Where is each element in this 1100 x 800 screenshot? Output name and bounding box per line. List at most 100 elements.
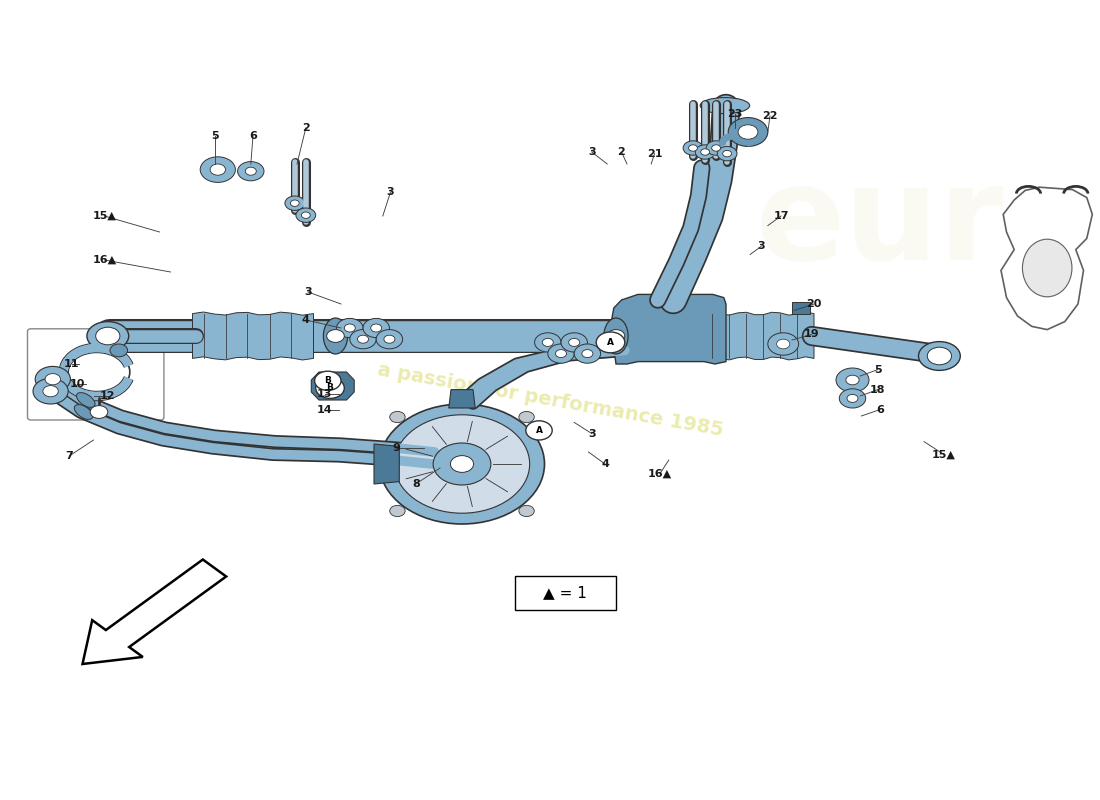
Ellipse shape <box>75 405 92 419</box>
Text: 15▲: 15▲ <box>92 211 117 221</box>
Circle shape <box>389 411 405 422</box>
Text: 17: 17 <box>773 211 789 221</box>
Text: 3: 3 <box>758 242 764 251</box>
Text: 7: 7 <box>65 451 74 461</box>
Circle shape <box>379 404 544 524</box>
Circle shape <box>574 344 601 363</box>
Polygon shape <box>612 294 726 364</box>
Text: 2: 2 <box>617 147 626 157</box>
Text: 20: 20 <box>806 299 822 309</box>
Ellipse shape <box>604 318 628 354</box>
Circle shape <box>728 118 768 146</box>
Circle shape <box>519 411 535 422</box>
Polygon shape <box>192 312 314 360</box>
Text: B: B <box>327 383 333 393</box>
Circle shape <box>358 335 368 343</box>
Text: 2: 2 <box>301 123 310 133</box>
Text: 18: 18 <box>870 385 886 394</box>
Text: 22: 22 <box>762 111 778 121</box>
Circle shape <box>384 335 395 343</box>
Circle shape <box>316 378 344 398</box>
Text: 6: 6 <box>876 405 884 414</box>
Ellipse shape <box>323 318 348 354</box>
Text: 4: 4 <box>601 459 609 469</box>
Circle shape <box>290 200 299 206</box>
Text: 8: 8 <box>411 479 420 489</box>
Text: 3: 3 <box>588 147 595 157</box>
Circle shape <box>64 348 130 396</box>
Text: 12: 12 <box>100 391 116 401</box>
FancyBboxPatch shape <box>515 576 616 610</box>
Circle shape <box>556 350 566 358</box>
Circle shape <box>706 141 726 155</box>
Circle shape <box>350 330 376 349</box>
Text: 23: 23 <box>727 109 742 118</box>
Text: 11: 11 <box>64 359 79 369</box>
Text: 3: 3 <box>588 429 595 438</box>
Circle shape <box>683 141 703 155</box>
Circle shape <box>701 149 710 155</box>
Circle shape <box>45 374 60 385</box>
Circle shape <box>327 330 344 342</box>
Polygon shape <box>374 444 399 484</box>
Polygon shape <box>792 302 810 314</box>
Circle shape <box>344 324 355 332</box>
FancyArrow shape <box>82 559 227 664</box>
Circle shape <box>768 333 799 355</box>
Circle shape <box>296 208 316 222</box>
Circle shape <box>839 389 866 408</box>
Circle shape <box>569 338 580 346</box>
Circle shape <box>451 456 473 472</box>
Circle shape <box>535 333 561 352</box>
Text: 16▲: 16▲ <box>648 469 672 478</box>
Circle shape <box>433 443 491 485</box>
Text: ▲ = 1: ▲ = 1 <box>543 586 587 600</box>
Text: 5: 5 <box>874 365 881 374</box>
Circle shape <box>712 145 720 151</box>
Ellipse shape <box>918 342 960 370</box>
Ellipse shape <box>1023 239 1071 297</box>
Circle shape <box>371 324 382 332</box>
Circle shape <box>548 344 574 363</box>
Circle shape <box>301 212 310 218</box>
Circle shape <box>927 347 952 365</box>
Circle shape <box>389 506 405 517</box>
Circle shape <box>582 350 593 358</box>
Circle shape <box>519 506 535 517</box>
Text: 14: 14 <box>317 405 332 414</box>
Text: 15▲: 15▲ <box>932 450 956 459</box>
Circle shape <box>836 368 869 392</box>
Text: 3: 3 <box>305 287 311 297</box>
Text: eur: eur <box>756 161 1004 287</box>
Circle shape <box>717 146 737 161</box>
Circle shape <box>43 386 58 397</box>
Circle shape <box>542 338 553 346</box>
Circle shape <box>723 150 732 157</box>
Circle shape <box>210 164 225 175</box>
Text: 10: 10 <box>69 379 85 389</box>
Circle shape <box>846 375 859 385</box>
Text: a passion for performance 1985: a passion for performance 1985 <box>375 360 725 440</box>
Circle shape <box>607 330 625 342</box>
Circle shape <box>376 330 403 349</box>
Circle shape <box>777 339 790 349</box>
Polygon shape <box>449 390 475 408</box>
Circle shape <box>90 406 108 418</box>
Text: 6: 6 <box>249 131 257 141</box>
Text: A: A <box>536 426 542 435</box>
Circle shape <box>738 125 758 139</box>
Text: B: B <box>324 376 331 386</box>
Circle shape <box>315 371 341 390</box>
Text: 21: 21 <box>647 149 662 158</box>
Text: 9: 9 <box>392 443 400 453</box>
Circle shape <box>363 318 389 338</box>
Polygon shape <box>1001 187 1092 330</box>
Circle shape <box>96 327 120 345</box>
Polygon shape <box>704 312 814 360</box>
Circle shape <box>238 162 264 181</box>
Ellipse shape <box>77 393 95 407</box>
Text: 4: 4 <box>301 315 310 325</box>
Ellipse shape <box>700 98 750 114</box>
Circle shape <box>689 145 697 151</box>
Circle shape <box>35 366 70 392</box>
